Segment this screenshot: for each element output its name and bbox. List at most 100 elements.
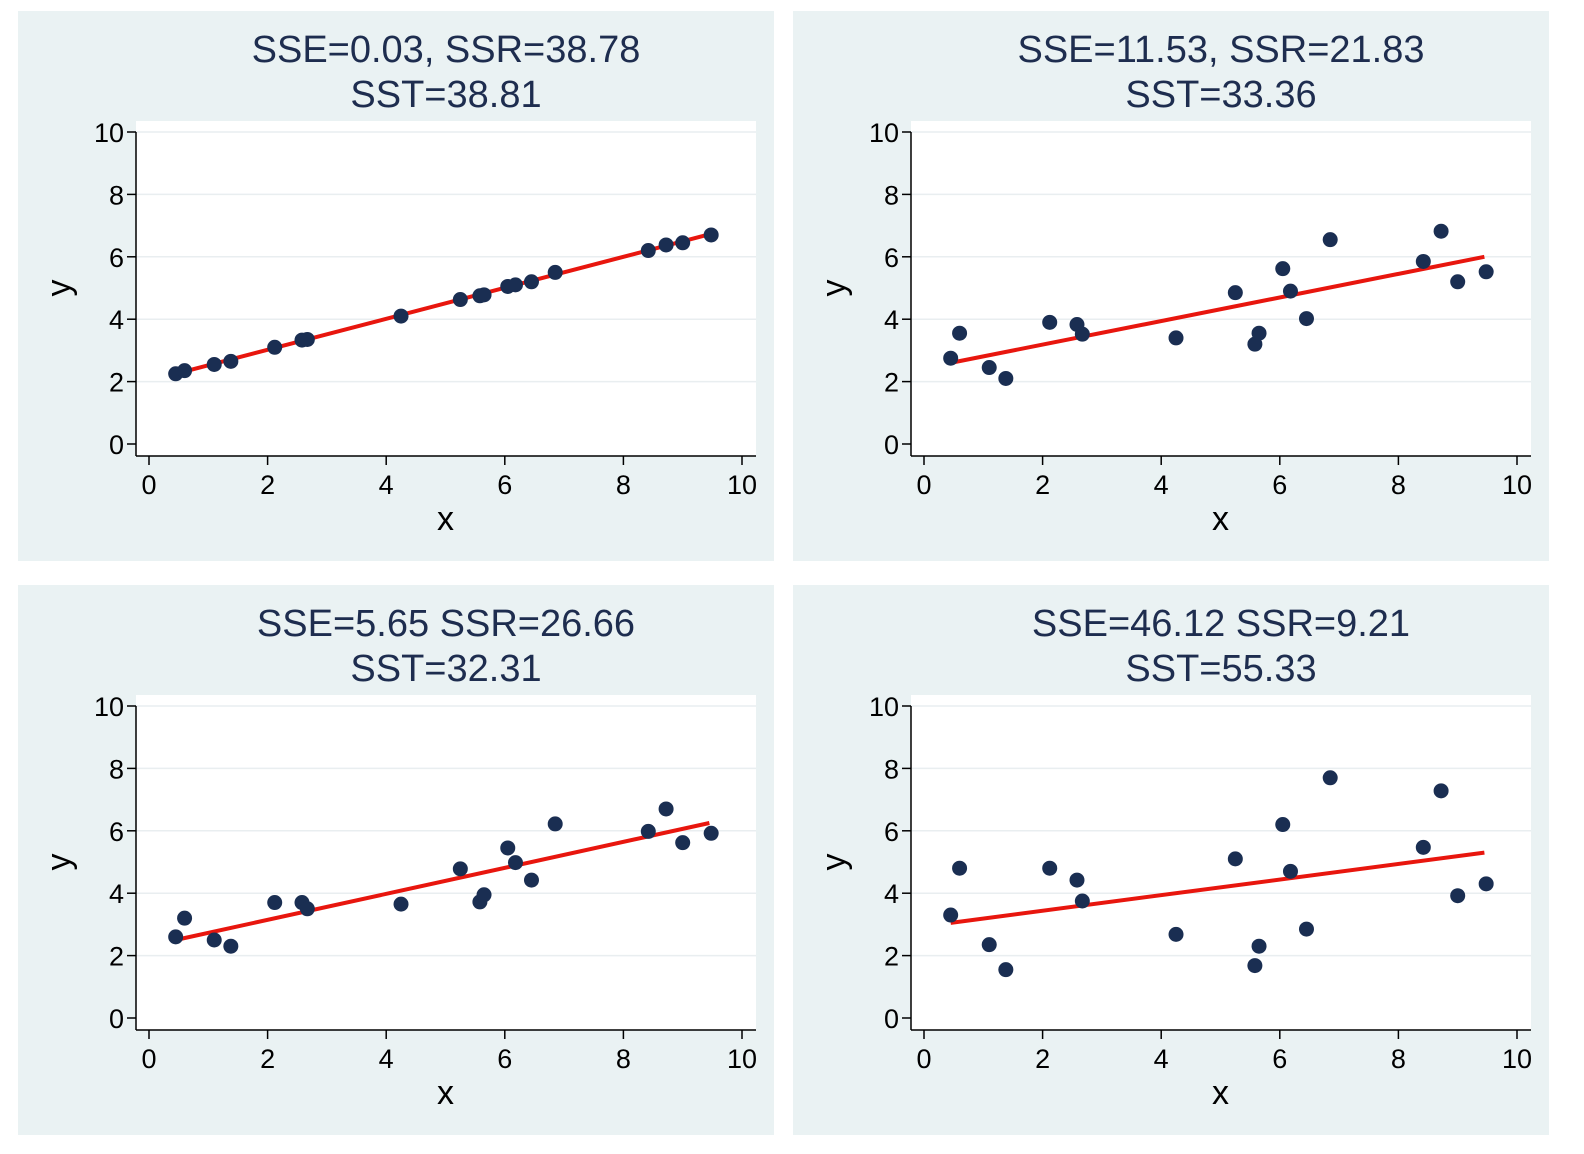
data-point	[675, 235, 691, 251]
x-tick-label: 2	[1035, 470, 1050, 500]
x-tick-label: 2	[260, 470, 275, 500]
x-tick-label: 4	[1154, 470, 1169, 500]
data-point	[267, 895, 283, 911]
y-tick-label: 8	[884, 180, 899, 210]
data-point	[658, 237, 674, 253]
x-tick-label: 10	[1502, 1044, 1532, 1074]
y-tick-label: 8	[109, 180, 124, 210]
data-point	[1478, 876, 1494, 892]
data-point	[507, 855, 523, 871]
data-point	[998, 370, 1014, 386]
chart-title-line: SST=32.31	[350, 648, 541, 690]
data-point	[952, 325, 968, 341]
x-tick-label: 10	[727, 470, 757, 500]
x-axis-label: x	[1212, 500, 1229, 538]
data-point	[267, 339, 283, 355]
data-point	[1298, 921, 1314, 937]
data-point	[1069, 872, 1085, 888]
chart-panel-bottom-left: SSE=5.65 SSR=26.66 SST=32.31 0 2 4 6 8 10 0 2 4 6 8 1…	[18, 585, 774, 1135]
data-point	[1227, 851, 1243, 867]
y-tick-label: 6	[109, 817, 124, 847]
y-tick-label: 2	[884, 942, 899, 972]
regression-line	[950, 254, 1485, 365]
data-point	[177, 363, 193, 379]
x-axis-label: x	[437, 1074, 454, 1112]
data-point	[206, 932, 222, 948]
x-tick-label: 0	[916, 470, 931, 500]
y-axis-label: y	[815, 854, 853, 871]
data-point	[393, 896, 409, 912]
data-point	[393, 308, 409, 324]
data-point	[1168, 330, 1184, 346]
y-tick-label: 0	[109, 430, 124, 460]
data-point	[507, 277, 523, 293]
data-point	[1042, 314, 1058, 330]
y-tick-label: 10	[869, 692, 899, 722]
data-point	[299, 901, 315, 917]
x-tick-label: 10	[727, 1044, 757, 1074]
data-point	[1450, 888, 1466, 904]
data-point	[452, 292, 468, 308]
data-point	[981, 937, 997, 953]
data-point	[1251, 325, 1267, 341]
data-point	[1478, 264, 1494, 280]
data-point	[547, 264, 563, 280]
plot-area	[136, 121, 756, 456]
x-tick-label: 6	[1272, 470, 1287, 500]
y-tick-label: 10	[94, 692, 124, 722]
data-point	[476, 287, 492, 303]
y-tick-label: 4	[109, 305, 124, 335]
regression-line	[175, 821, 710, 942]
plot-area	[911, 121, 1531, 456]
data-point	[1282, 863, 1298, 879]
x-tick-label: 4	[379, 1044, 394, 1074]
x-axis-label: x	[1212, 1074, 1229, 1112]
data-point	[998, 962, 1014, 978]
data-point	[703, 825, 719, 841]
y-tick-label: 0	[109, 1004, 124, 1034]
chart-title-line: SST=55.33	[1125, 648, 1316, 690]
plot-area	[911, 695, 1531, 1030]
chart-title-line: SSE=0.03, SSR=38.78	[252, 29, 641, 71]
data-point	[981, 360, 997, 376]
chart-title-line: SST=33.36	[1125, 74, 1316, 116]
y-tick-label: 8	[109, 754, 124, 784]
chart-panel-bottom-right: SSE=46.12 SSR=9.21 SST=55.33 0 2 4 6 8 10 0 2 4 6 8 1…	[793, 585, 1549, 1135]
data-point	[1275, 261, 1291, 277]
data-point	[1433, 783, 1449, 799]
x-tick-label: 0	[916, 1044, 931, 1074]
data-point	[452, 861, 468, 877]
x-tick-label: 4	[379, 470, 394, 500]
data-point	[223, 353, 239, 369]
data-point	[943, 350, 959, 366]
chart-title-line: SST=38.81	[350, 74, 541, 116]
x-tick-label: 10	[1502, 470, 1532, 500]
y-tick-label: 6	[884, 817, 899, 847]
data-point	[1168, 926, 1184, 942]
y-tick-label: 10	[94, 118, 124, 148]
chart-title-line: SSE=46.12 SSR=9.21	[1032, 603, 1410, 645]
data-point	[206, 356, 222, 372]
data-point	[1450, 274, 1466, 290]
data-point	[1227, 285, 1243, 301]
y-tick-label: 4	[884, 305, 899, 335]
data-point	[223, 938, 239, 954]
data-point	[703, 227, 719, 243]
data-point	[177, 910, 193, 926]
data-point	[1042, 860, 1058, 876]
data-point	[640, 823, 656, 839]
data-point	[476, 887, 492, 903]
regression-line	[175, 232, 710, 376]
data-point	[1415, 839, 1431, 855]
y-tick-label: 0	[884, 1004, 899, 1034]
x-tick-label: 0	[141, 1044, 156, 1074]
data-point	[1433, 223, 1449, 239]
data-point	[1074, 326, 1090, 342]
data-point	[500, 840, 516, 856]
y-tick-label: 2	[884, 368, 899, 398]
y-tick-label: 10	[869, 118, 899, 148]
y-tick-label: 2	[109, 368, 124, 398]
